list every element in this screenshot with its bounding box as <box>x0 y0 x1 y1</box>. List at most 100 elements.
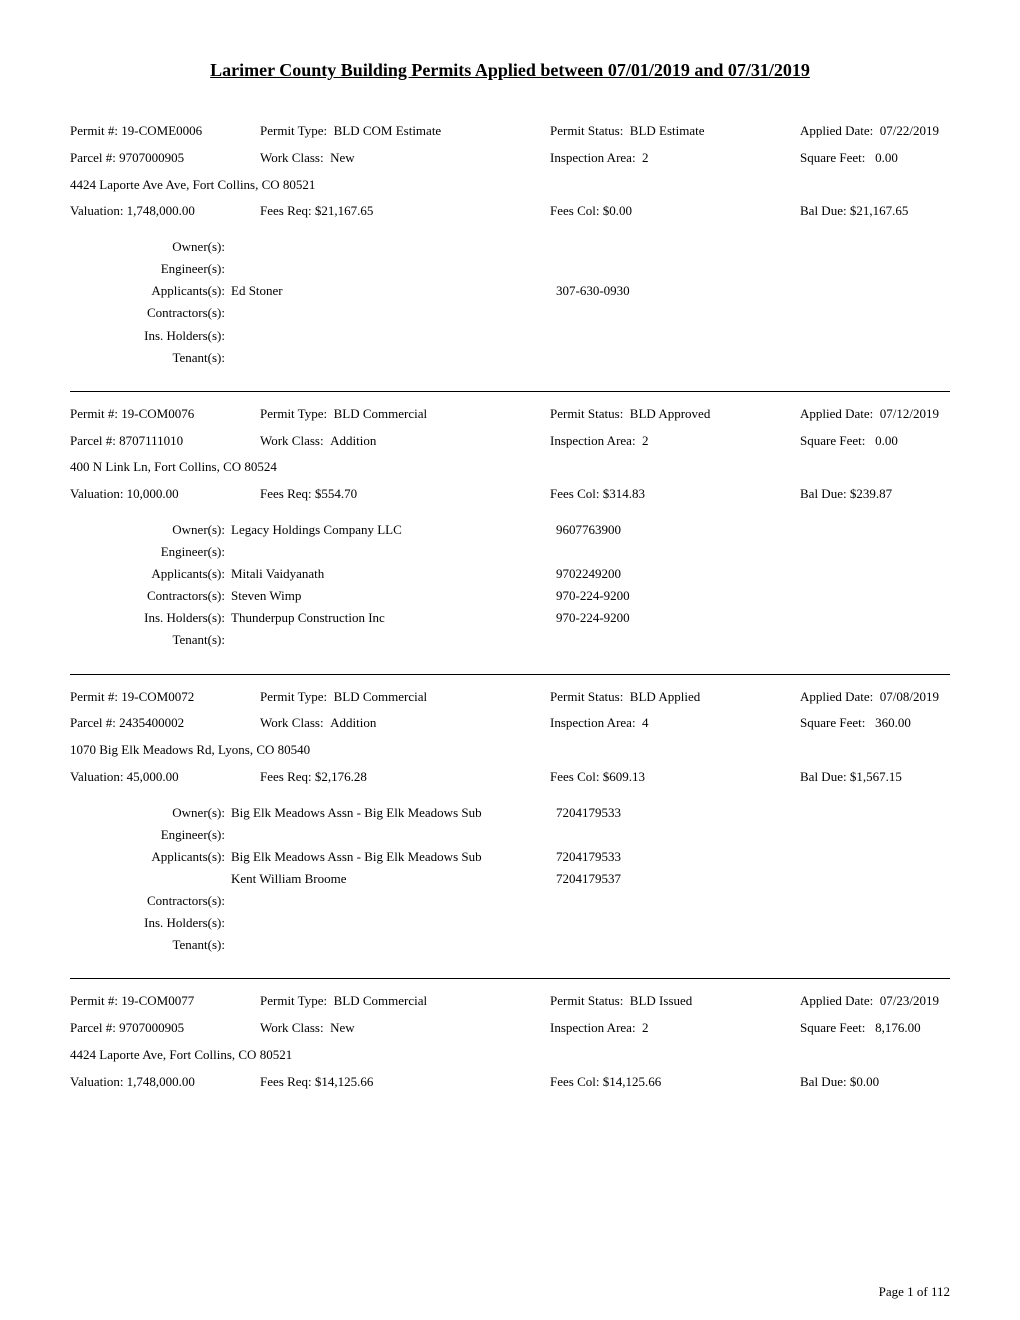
permits-list: Permit #: 19-COME0006 Permit Type: BLD C… <box>70 121 950 1093</box>
party-value: Big Elk Meadows Assn - Big Elk Meadows S… <box>231 802 556 824</box>
party-value <box>231 347 556 369</box>
inspection-area: Inspection Area: 2 <box>550 148 800 169</box>
square-feet: Square Feet: 0.00 <box>800 431 950 452</box>
party-value <box>231 912 556 934</box>
work-class: Work Class: New <box>260 1018 550 1039</box>
party-row: Tenant(s): <box>70 934 950 956</box>
applied-date: Applied Date: 07/22/2019 <box>800 121 950 142</box>
applied-date: Applied Date: 07/23/2019 <box>800 991 950 1012</box>
party-label: Engineer(s): <box>70 541 231 563</box>
applied-date: Applied Date: 07/12/2019 <box>800 404 950 425</box>
permit-number: Permit #: 19-COME0006 <box>70 121 260 142</box>
square-feet: Square Feet: 8,176.00 <box>800 1018 950 1039</box>
square-feet: Square Feet: 0.00 <box>800 148 950 169</box>
inspection-area: Inspection Area: 4 <box>550 713 800 734</box>
address: 4424 Laporte Ave Ave, Fort Collins, CO 8… <box>70 175 950 196</box>
party-value <box>231 302 556 324</box>
party-row: Owner(s): Legacy Holdings Company LLC 96… <box>70 519 950 541</box>
party-label: Applicants(s): <box>70 280 231 302</box>
permit-status: Permit Status: BLD Applied <box>550 687 800 708</box>
party-row: Tenant(s): <box>70 347 950 369</box>
party-label: Ins. Holders(s): <box>70 325 231 347</box>
permit-type: Permit Type: BLD Commercial <box>260 991 550 1012</box>
party-value <box>231 824 556 846</box>
party-row: Ins. Holders(s): <box>70 912 950 934</box>
party-phone <box>556 912 950 934</box>
parcel-number: Parcel #: 2435400002 <box>70 713 260 734</box>
valuation: Valuation: 1,748,000.00 <box>70 201 260 222</box>
permit-number: Permit #: 19-COM0076 <box>70 404 260 425</box>
valuation: Valuation: 10,000.00 <box>70 484 260 505</box>
permit-number: Permit #: 19-COM0077 <box>70 991 260 1012</box>
applied-date: Applied Date: 07/08/2019 <box>800 687 950 708</box>
party-label: Tenant(s): <box>70 934 231 956</box>
party-label: Contractors(s): <box>70 890 231 912</box>
party-value <box>231 258 556 280</box>
party-value: Thunderpup Construction Inc <box>231 607 556 629</box>
party-row: Engineer(s): <box>70 824 950 846</box>
parties-block: Owner(s): Big Elk Meadows Assn - Big Elk… <box>70 802 950 957</box>
work-class: Work Class: Addition <box>260 713 550 734</box>
work-class: Work Class: Addition <box>260 431 550 452</box>
party-value: Ed Stoner <box>231 280 556 302</box>
balance-due: Bal Due: $1,567.15 <box>800 767 950 788</box>
party-label: Ins. Holders(s): <box>70 607 231 629</box>
party-label: Engineer(s): <box>70 824 231 846</box>
party-phone <box>556 541 950 563</box>
party-label: Applicants(s): <box>70 846 231 868</box>
address: 4424 Laporte Ave, Fort Collins, CO 80521 <box>70 1045 950 1066</box>
party-phone: 7204179533 <box>556 802 950 824</box>
party-label: Tenant(s): <box>70 629 231 651</box>
party-label: Applicants(s): <box>70 563 231 585</box>
permit-status: Permit Status: BLD Estimate <box>550 121 800 142</box>
valuation: Valuation: 45,000.00 <box>70 767 260 788</box>
permit-status: Permit Status: BLD Approved <box>550 404 800 425</box>
party-row: Ins. Holders(s): <box>70 325 950 347</box>
party-value: Steven Wimp <box>231 585 556 607</box>
party-value <box>231 629 556 651</box>
party-label: Ins. Holders(s): <box>70 912 231 934</box>
parties-block: Owner(s): Legacy Holdings Company LLC 96… <box>70 519 950 652</box>
party-phone: 9607763900 <box>556 519 950 541</box>
party-phone: 9702249200 <box>556 563 950 585</box>
fees-required: Fees Req: $21,167.65 <box>260 201 550 222</box>
permit-record: Permit #: 19-COM0072 Permit Type: BLD Co… <box>70 687 950 980</box>
party-phone <box>556 302 950 324</box>
page-title: Larimer County Building Permits Applied … <box>70 60 950 81</box>
balance-due: Bal Due: $0.00 <box>800 1072 950 1093</box>
party-row: Applicants(s): Ed Stoner 307-630-0930 <box>70 280 950 302</box>
party-row: Applicants(s): Mitali Vaidyanath 9702249… <box>70 563 950 585</box>
party-label: Tenant(s): <box>70 347 231 369</box>
inspection-area: Inspection Area: 2 <box>550 431 800 452</box>
party-row: Contractors(s): <box>70 302 950 324</box>
party-value <box>231 890 556 912</box>
party-row: Contractors(s): <box>70 890 950 912</box>
party-phone <box>556 890 950 912</box>
party-phone <box>556 325 950 347</box>
party-label: Engineer(s): <box>70 258 231 280</box>
permit-record: Permit #: 19-COM0077 Permit Type: BLD Co… <box>70 991 950 1092</box>
party-row: Tenant(s): <box>70 629 950 651</box>
party-phone <box>556 258 950 280</box>
party-row: Engineer(s): <box>70 541 950 563</box>
parties-block: Owner(s): Engineer(s): Applicants(s): Ed… <box>70 236 950 369</box>
party-value: Mitali Vaidyanath <box>231 563 556 585</box>
party-row: Applicants(s): Big Elk Meadows Assn - Bi… <box>70 846 950 868</box>
address: 1070 Big Elk Meadows Rd, Lyons, CO 80540 <box>70 740 950 761</box>
party-label: Contractors(s): <box>70 302 231 324</box>
party-value: Legacy Holdings Company LLC <box>231 519 556 541</box>
party-value <box>231 236 556 258</box>
fees-collected: Fees Col: $14,125.66 <box>550 1072 800 1093</box>
fees-collected: Fees Col: $0.00 <box>550 201 800 222</box>
balance-due: Bal Due: $239.87 <box>800 484 950 505</box>
party-phone: 7204179533 <box>556 846 950 868</box>
work-class: Work Class: New <box>260 148 550 169</box>
party-value <box>231 541 556 563</box>
permit-record: Permit #: 19-COM0076 Permit Type: BLD Co… <box>70 404 950 675</box>
permit-type: Permit Type: BLD Commercial <box>260 687 550 708</box>
party-label <box>70 868 231 890</box>
permit-type: Permit Type: BLD Commercial <box>260 404 550 425</box>
parcel-number: Parcel #: 8707111010 <box>70 431 260 452</box>
square-feet: Square Feet: 360.00 <box>800 713 950 734</box>
party-value: Kent William Broome <box>231 868 556 890</box>
